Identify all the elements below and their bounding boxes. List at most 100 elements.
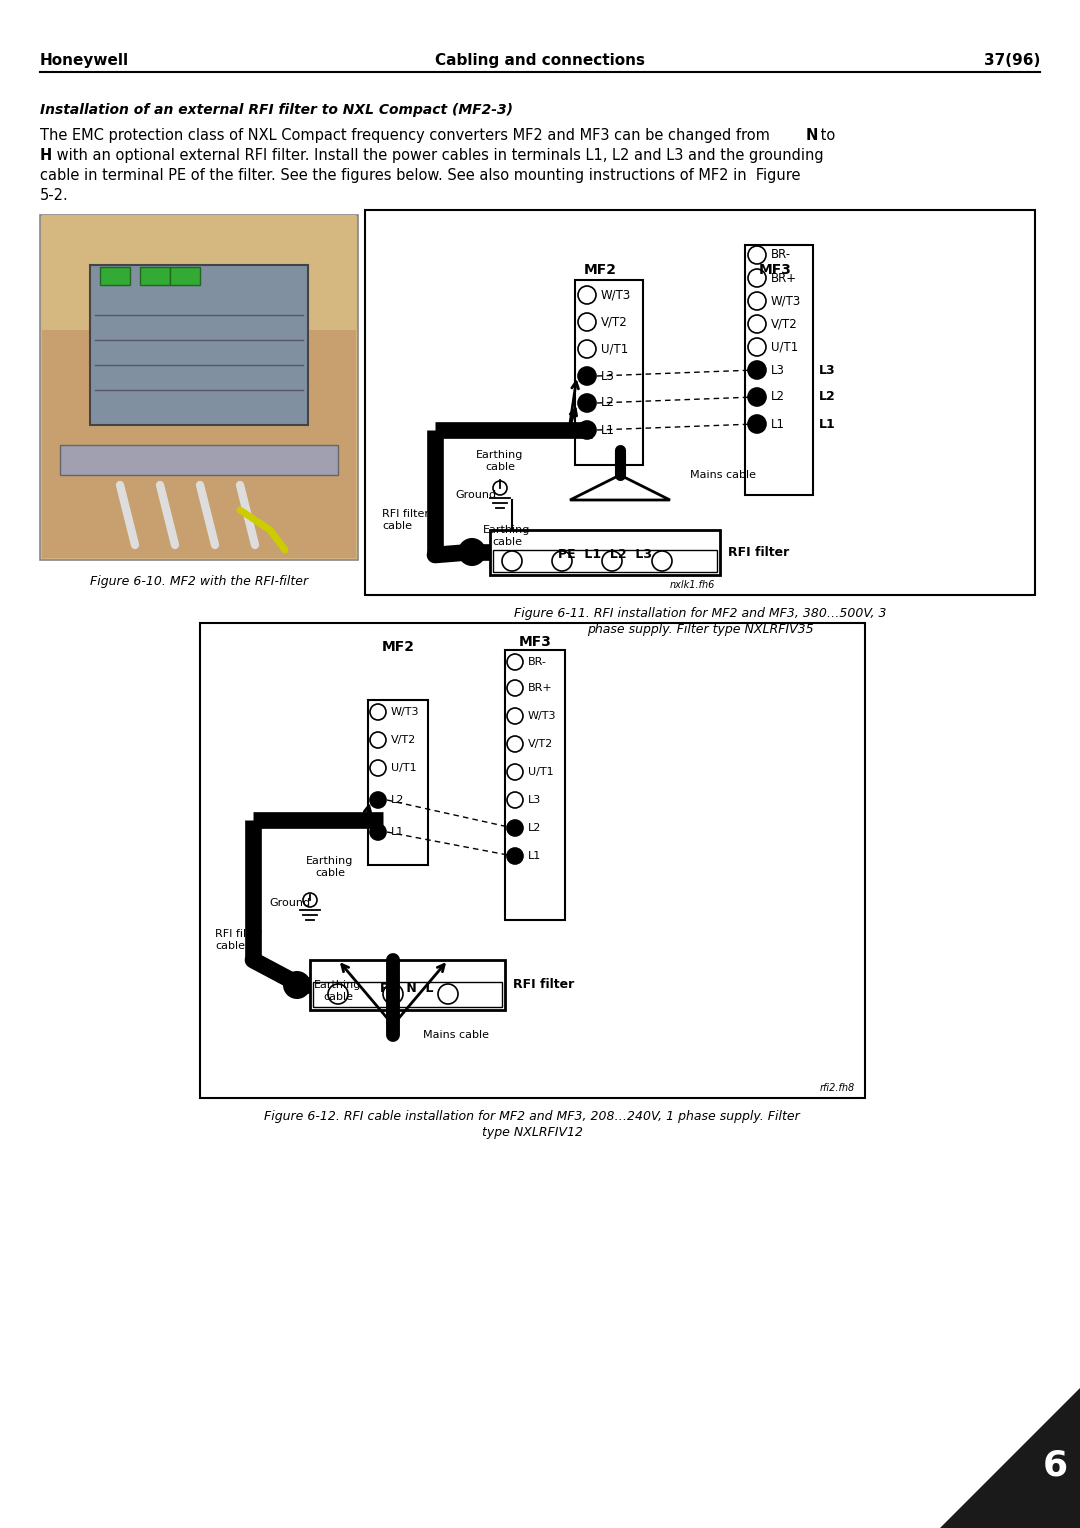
Circle shape [507, 680, 523, 695]
Text: MF3: MF3 [518, 636, 552, 649]
Text: L3: L3 [600, 370, 615, 382]
Bar [310, 960, 505, 1010]
Circle shape [438, 984, 458, 1004]
Text: U/T1: U/T1 [528, 767, 554, 778]
Circle shape [507, 821, 523, 836]
Text: 5-2.: 5-2. [40, 188, 69, 203]
Circle shape [370, 759, 386, 776]
Text: phase supply. Filter type NXLRFIV35: phase supply. Filter type NXLRFIV35 [586, 623, 813, 636]
Text: RFI filter: RFI filter [728, 545, 789, 559]
Circle shape [370, 792, 386, 808]
Text: V/T2: V/T2 [771, 318, 798, 330]
Text: cable in terminal PE of the filter. See the figures below. See also mounting ins: cable in terminal PE of the filter. See … [40, 168, 800, 183]
Text: Cabling and connections: Cabling and connections [435, 53, 645, 69]
Bar [42, 217, 356, 558]
Circle shape [578, 367, 596, 385]
Circle shape [578, 341, 596, 358]
Text: BR-: BR- [528, 657, 546, 668]
Bar [365, 209, 1035, 594]
Bar [492, 550, 717, 571]
Polygon shape [570, 475, 670, 500]
Text: RFI filter
cable: RFI filter cable [215, 929, 262, 950]
Text: U/T1: U/T1 [391, 762, 417, 773]
Bar [90, 264, 308, 425]
Text: L2: L2 [391, 795, 404, 805]
Text: L1: L1 [819, 417, 836, 431]
Text: MF2: MF2 [381, 640, 415, 654]
Text: L3: L3 [819, 364, 836, 376]
Text: Earthing
cable: Earthing cable [307, 856, 353, 877]
Bar [100, 267, 130, 286]
Circle shape [552, 552, 572, 571]
Circle shape [507, 848, 523, 863]
Circle shape [652, 552, 672, 571]
Circle shape [507, 707, 523, 724]
Circle shape [502, 552, 522, 571]
Bar [575, 280, 643, 465]
Circle shape [383, 984, 403, 1004]
Text: Figure 6-11. RFI installation for MF2 and MF3, 380…500V, 3: Figure 6-11. RFI installation for MF2 an… [514, 607, 887, 620]
Text: Earthing
cable: Earthing cable [476, 451, 524, 472]
Text: L2: L2 [771, 391, 785, 403]
Text: PE  N  L: PE N L [380, 983, 434, 996]
Text: Ground: Ground [269, 898, 310, 908]
Circle shape [303, 892, 318, 908]
Text: U/T1: U/T1 [771, 341, 798, 353]
Text: BR+: BR+ [528, 683, 553, 694]
Circle shape [578, 394, 596, 413]
Text: BR-: BR- [771, 249, 792, 261]
Bar [42, 215, 356, 330]
Text: V/T2: V/T2 [391, 735, 416, 746]
Circle shape [458, 538, 486, 565]
Circle shape [748, 292, 766, 310]
Text: nxlk1.fh6: nxlk1.fh6 [670, 581, 715, 590]
Circle shape [602, 552, 622, 571]
Circle shape [748, 338, 766, 356]
Circle shape [578, 422, 596, 439]
Circle shape [748, 416, 766, 432]
Text: L1: L1 [771, 417, 785, 431]
Circle shape [748, 388, 766, 406]
Text: 6: 6 [1042, 1449, 1067, 1484]
Text: MF3: MF3 [758, 263, 792, 277]
Text: L1: L1 [600, 423, 615, 437]
Text: Figure 6-10. MF2 with the RFI-filter: Figure 6-10. MF2 with the RFI-filter [90, 575, 308, 588]
Circle shape [507, 654, 523, 669]
Text: H: H [40, 148, 52, 163]
Bar [60, 445, 338, 475]
Circle shape [748, 246, 766, 264]
Text: type NXLRFIV12: type NXLRFIV12 [482, 1126, 582, 1138]
Text: W/T3: W/T3 [771, 295, 801, 307]
Text: L3: L3 [771, 364, 785, 376]
Text: U/T1: U/T1 [600, 342, 629, 356]
Circle shape [328, 984, 348, 1004]
Text: Honeywell: Honeywell [40, 53, 130, 69]
Circle shape [748, 269, 766, 287]
Text: Installation of an external RFI filter to NXL Compact (MF2-3): Installation of an external RFI filter t… [40, 102, 513, 118]
Text: 37(96): 37(96) [984, 53, 1040, 69]
Circle shape [748, 315, 766, 333]
Circle shape [492, 481, 507, 495]
Text: PE  L1  L2  L3: PE L1 L2 L3 [558, 549, 652, 561]
Bar [505, 649, 565, 920]
Bar [490, 530, 720, 575]
Text: BR+: BR+ [771, 272, 797, 284]
Circle shape [283, 970, 311, 999]
Text: N: N [806, 128, 819, 144]
Text: to: to [816, 128, 835, 144]
Circle shape [370, 704, 386, 720]
Circle shape [507, 736, 523, 752]
Text: Mains cable: Mains cable [423, 1030, 489, 1041]
Circle shape [370, 824, 386, 840]
Text: MF2: MF2 [583, 263, 617, 277]
Circle shape [578, 313, 596, 332]
Text: L2: L2 [600, 396, 615, 410]
Text: V/T2: V/T2 [600, 315, 627, 329]
Bar [40, 215, 357, 559]
Text: Earthing
cable: Earthing cable [314, 979, 362, 1001]
Text: L3: L3 [528, 795, 541, 805]
Text: L2: L2 [819, 391, 836, 403]
Text: L1: L1 [391, 827, 404, 837]
Text: with an optional external RFI filter. Install the power cables in terminals L1, : with an optional external RFI filter. In… [52, 148, 824, 163]
Text: W/T3: W/T3 [528, 711, 556, 721]
